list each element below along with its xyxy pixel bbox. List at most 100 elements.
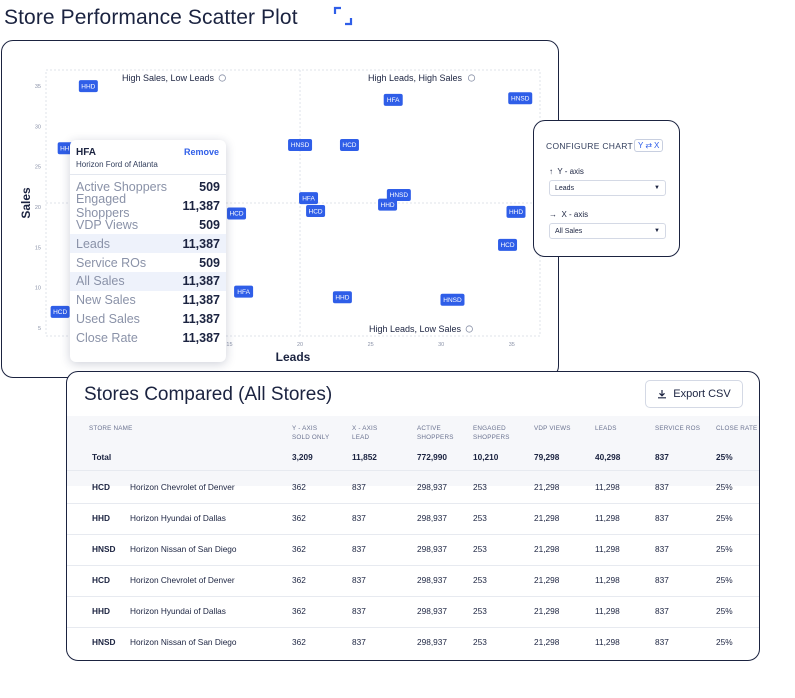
table-cell: 837 <box>655 637 669 647</box>
store-code: HNSD <box>92 544 116 554</box>
table-cell: 362 <box>292 637 306 647</box>
tooltip-store-code: HFA <box>76 147 96 158</box>
table-cell: 837 <box>352 513 366 523</box>
store-name: Horizon Chevrolet of Denver <box>130 575 235 585</box>
metric-value: 509 <box>199 217 220 232</box>
store-point-marker[interactable] <box>288 138 313 151</box>
download-icon <box>658 390 667 399</box>
column-header-line: X - AXIS <box>352 425 378 432</box>
y-tick-label: 15 <box>35 245 41 251</box>
store-point-marker[interactable] <box>383 93 403 106</box>
metric-label: Engaged Shoppers <box>76 192 130 221</box>
table-cell: 21,298 <box>534 637 560 647</box>
y-tick-label: 25 <box>35 165 41 171</box>
store-point-marker[interactable] <box>506 205 526 218</box>
column-header[interactable]: LEADS <box>595 424 655 433</box>
store-point-marker[interactable] <box>508 92 533 105</box>
store-point-label: HHD <box>60 145 74 152</box>
x-tick-label: 15 <box>226 342 232 348</box>
table-cell: 298,937 <box>417 637 447 647</box>
table-cell: 298,937 <box>417 544 447 554</box>
store-code: HNSD <box>92 637 116 647</box>
metric-value: 11,387 <box>182 293 220 308</box>
store-code: HHD <box>92 606 110 616</box>
x-axis-select[interactable]: All Sales ▼ <box>549 223 666 239</box>
export-csv-button[interactable]: Export CSV <box>645 380 743 408</box>
table-cell: 11,298 <box>595 637 620 647</box>
metric-label: Active Shoppers <box>76 180 168 195</box>
table-cell: 11,298 <box>595 544 620 554</box>
column-header[interactable]: STORE NAME <box>89 424 149 433</box>
store-point-marker[interactable] <box>299 192 319 205</box>
store-point-marker[interactable] <box>50 305 70 318</box>
table-cell: 11,298 <box>595 482 620 492</box>
table-title: Stores Compared (All Stores) <box>84 384 333 405</box>
table-cell: 21,298 <box>534 575 560 585</box>
table-cell: 25% <box>716 637 733 647</box>
y-axis-label-text: Y - axis <box>557 167 584 176</box>
x-axis-label-text: X - axis <box>561 210 589 219</box>
column-header[interactable]: SERVICE ROS <box>655 424 715 433</box>
store-point-marker[interactable] <box>332 291 352 304</box>
store-point-label: HCD <box>309 208 323 215</box>
metric-label: Service ROs <box>76 255 147 270</box>
store-point-label: HCD <box>500 242 514 249</box>
store-point-marker[interactable] <box>78 80 98 93</box>
tooltip-row-highlighted: All Sales 11,387 <box>70 271 226 291</box>
table-cell: 837 <box>655 606 669 616</box>
table-cell: 362 <box>292 482 306 492</box>
column-header[interactable]: Y - AXIS SOLD ONLY <box>292 424 352 442</box>
remove-button[interactable]: Remove <box>183 147 219 157</box>
x-tick-label: 30 <box>438 342 444 348</box>
column-header-line: CLOSE RATE <box>716 425 758 432</box>
table-cell: 253 <box>473 482 487 492</box>
x-tick-label: 35 <box>509 342 515 348</box>
table-cell: 837 <box>352 575 366 585</box>
store-point-marker[interactable] <box>234 285 254 298</box>
swap-y-label: Y <box>638 141 644 150</box>
table-cell: 362 <box>292 513 306 523</box>
store-point-marker[interactable] <box>227 207 247 220</box>
configure-chart-title: CONFIGURE CHART <box>546 141 633 151</box>
store-point-marker[interactable] <box>440 293 465 306</box>
store-point-label: HCD <box>229 211 243 218</box>
column-header[interactable]: CLOSE RATE <box>716 424 776 433</box>
store-point-marker[interactable] <box>339 138 359 151</box>
table-cell: 837 <box>655 544 669 554</box>
table-cell: 837 <box>655 513 669 523</box>
tooltip-row: Close Rate 11,387 <box>70 328 226 347</box>
store-point-marker[interactable] <box>386 188 411 201</box>
column-header[interactable]: ACTIVE SHOPPERS <box>417 424 477 442</box>
table-cell: 25% <box>716 482 733 492</box>
row-divider <box>67 627 759 628</box>
table-cell: 362 <box>292 606 306 616</box>
table-cell: 253 <box>473 544 487 554</box>
store-point-label: HFA <box>237 289 250 296</box>
y-tick-label: 30 <box>35 124 41 130</box>
store-point-marker[interactable] <box>306 205 326 218</box>
info-icon[interactable] <box>218 74 226 82</box>
info-icon[interactable] <box>465 325 473 333</box>
expand-icon[interactable] <box>333 6 353 26</box>
column-header[interactable]: VDP VIEWS <box>534 424 594 433</box>
column-header[interactable]: ENGAGED SHOPPERS <box>473 424 533 442</box>
table-cell: 837 <box>352 544 366 554</box>
x-axis-title: Leads <box>276 350 311 364</box>
swap-x-label: X <box>654 141 660 150</box>
store-point-marker[interactable] <box>498 238 518 251</box>
column-header[interactable]: X - AXIS LEAD <box>352 424 412 442</box>
table-cell: 21,298 <box>534 482 560 492</box>
x-axis-label: → X - axis <box>549 210 588 219</box>
y-tick-label: 35 <box>35 84 41 90</box>
store-point-marker[interactable] <box>378 198 398 211</box>
row-divider <box>67 596 759 597</box>
y-axis-select[interactable]: Leads ▼ <box>549 180 666 196</box>
table-cell: 25% <box>716 575 733 585</box>
store-name: Horizon Chevrolet of Denver <box>130 482 235 492</box>
total-value: 10,210 <box>473 452 499 462</box>
table-cell: 253 <box>473 637 487 647</box>
swap-axes-button[interactable]: Y ⇄ X <box>634 139 664 152</box>
store-name: Horizon Nissan of San Diego <box>130 637 237 647</box>
info-icon[interactable] <box>467 74 476 82</box>
store-point-label: HNSD <box>291 142 310 149</box>
